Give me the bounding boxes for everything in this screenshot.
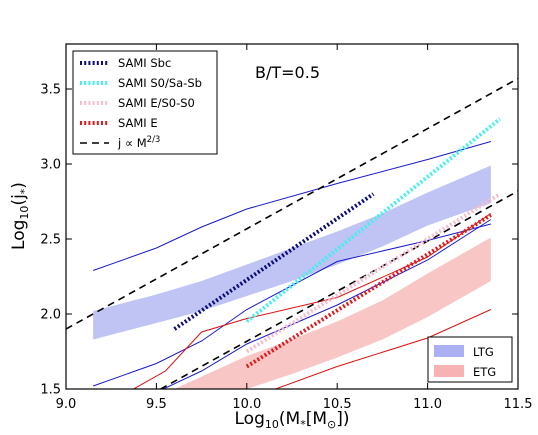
series-sami-s0-sa-sb: [245, 117, 502, 324]
x-tick-label: 11.5: [504, 397, 533, 412]
x-tick-label: 11.0: [413, 397, 442, 412]
model-line-3: [162, 219, 492, 389]
series-sami-e: [245, 213, 492, 369]
x-axis-title: Log10(M*[M⊙]): [235, 409, 350, 431]
x-tick-label: 9.5: [146, 397, 167, 412]
y-tick-label: 3.0: [40, 158, 61, 173]
legend-label-sami-sbc: SAMI Sbc: [118, 56, 171, 70]
x-tick-label: 10.0: [232, 397, 261, 412]
confidence-bands: [93, 165, 491, 389]
legend-label-sami-e-s0-s0: SAMI E/S0-S0: [118, 96, 195, 110]
y-tick-label: 2.5: [40, 233, 61, 248]
series-sami-e-s0-s0: [245, 192, 501, 354]
annotation-bt: B/T=0.5: [255, 63, 320, 82]
y-tick-label: 2.0: [40, 308, 61, 323]
model-line-5: [274, 309, 492, 389]
reference-line-2: [159, 190, 518, 389]
legend-label-sami-e: SAMI E: [118, 116, 158, 130]
band-ltg: [93, 165, 491, 340]
legend-bottom-right: LTG ETG: [427, 336, 513, 383]
sami-series: [173, 117, 502, 369]
model-line-4: [132, 213, 492, 389]
legend-swatch-ltg: [434, 345, 464, 357]
axis-ticks: 9.0 9.5 10.0 10.5 11.0 11.5 1.5 2.0 2.5 3.0 3.5: [40, 44, 532, 412]
legend-label-ltg: LTG: [473, 345, 494, 359]
model-line-1: [92, 141, 492, 271]
x-tick-label: 9.0: [56, 397, 77, 412]
plot-frame: [65, 43, 519, 390]
y-tick-label: 1.5: [40, 383, 61, 398]
y-tick-label: 3.5: [40, 83, 61, 98]
legend-swatch-etg: [434, 365, 464, 377]
reference-dashed-lines: [66, 77, 518, 389]
x-tick-label: 10.5: [323, 397, 352, 412]
y-axis-title: Log10(j*): [9, 182, 31, 250]
legend-label-sami-s0-sa-sb: SAMI S0/Sa-Sb: [118, 76, 202, 90]
reference-line-1: [66, 77, 518, 330]
band-etg: [174, 237, 491, 389]
legend-label-etg: ETG: [473, 365, 496, 379]
